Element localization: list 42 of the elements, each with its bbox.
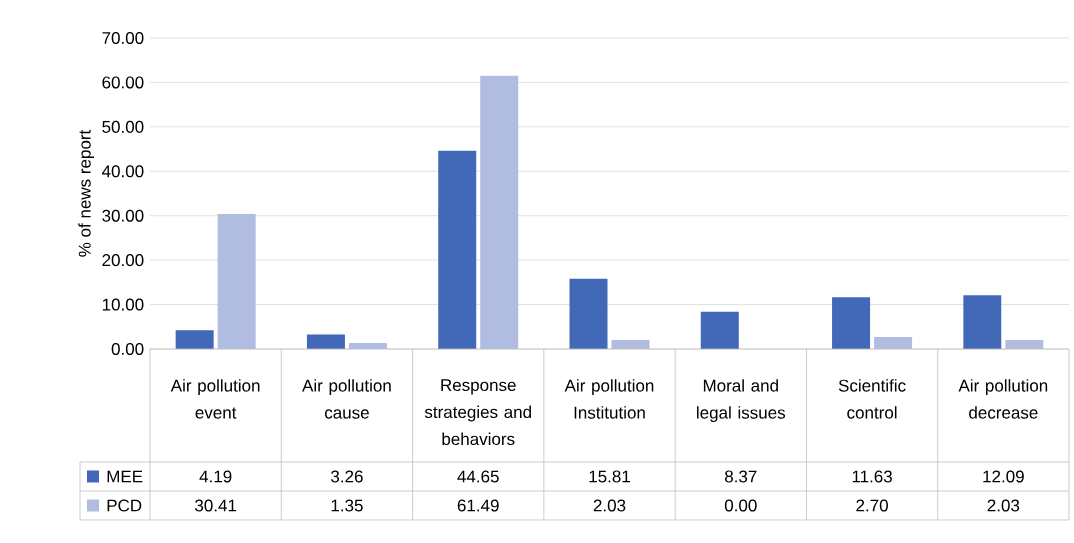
- data-label: 0.00: [724, 499, 757, 512]
- x-tick-label: Response strategies and behaviors: [424, 379, 531, 446]
- data-label: 1.35: [331, 499, 363, 512]
- data-label: 2.03: [987, 499, 1020, 512]
- y-tick-label: 0.00: [111, 342, 144, 356]
- y-tick-label: 70.00: [102, 31, 144, 45]
- data-label: 15.81: [589, 470, 630, 483]
- bar: [306, 334, 345, 349]
- bar: [700, 311, 739, 349]
- bar: [832, 297, 871, 349]
- legend-label: MEE: [107, 470, 143, 483]
- bar: [874, 336, 913, 349]
- bar: [217, 213, 256, 349]
- x-tick-label: Air pollution cause: [302, 379, 391, 419]
- x-tick-label: Moral and legal issues: [697, 379, 786, 423]
- data-label: 30.41: [195, 499, 237, 512]
- legend-label: PCD: [107, 499, 142, 512]
- data-label: 2.70: [856, 499, 888, 512]
- bar: [963, 295, 1002, 349]
- x-tick-label: Air pollution event: [170, 379, 260, 419]
- data-label: 3.26: [331, 470, 363, 483]
- x-tick-label: Scientific control: [838, 379, 906, 419]
- x-tick-label: Air pollution decrease: [958, 379, 1048, 419]
- y-tick-label: 10.00: [102, 298, 144, 311]
- y-axis-title: % of news report: [78, 129, 95, 257]
- data-label: 61.49: [457, 499, 499, 512]
- y-tick-label: 40.00: [102, 165, 144, 178]
- y-tick-label: 20.00: [102, 254, 144, 267]
- data-label: 8.37: [724, 470, 757, 483]
- bar: [480, 75, 519, 349]
- data-label: 12.09: [983, 470, 1024, 483]
- data-label: 2.03: [593, 499, 626, 512]
- data-label: 11.63: [852, 470, 892, 483]
- y-tick-label: 60.00: [102, 76, 144, 89]
- bar: [569, 278, 608, 349]
- bar: [175, 330, 214, 349]
- y-tick-label: 50.00: [102, 120, 144, 133]
- x-tick-label: Air pollution Institution: [564, 379, 654, 419]
- data-label: 44.65: [457, 470, 499, 483]
- bar: [438, 150, 477, 349]
- data-label: 4.19: [199, 470, 232, 483]
- y-tick-label: 30.00: [102, 209, 144, 222]
